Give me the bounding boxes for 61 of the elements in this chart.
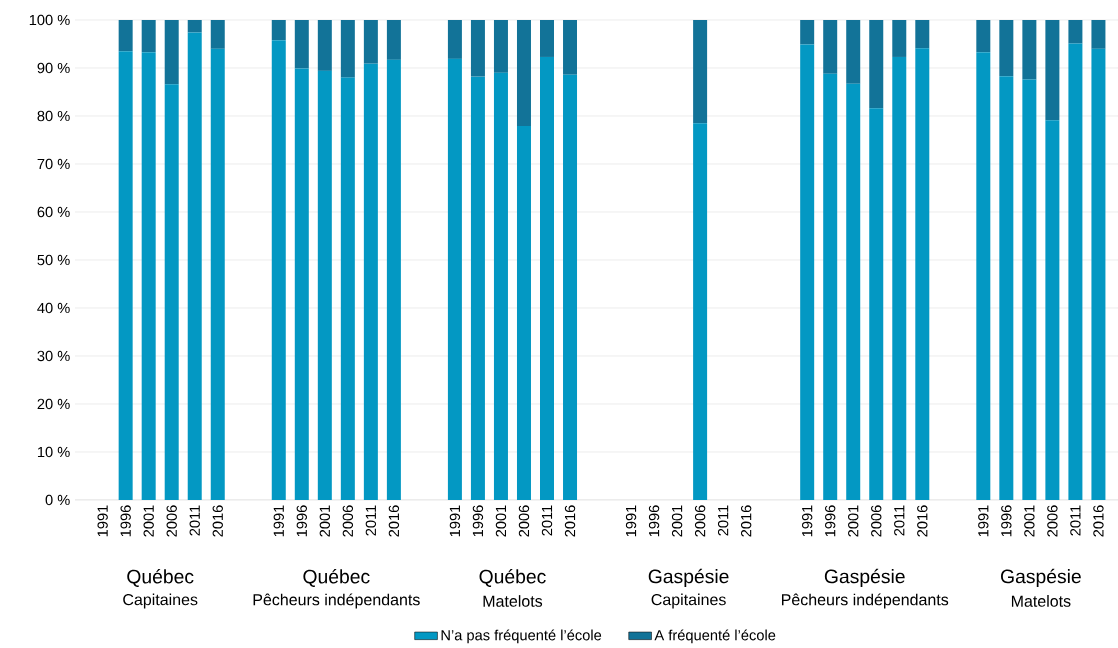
text: Gaspésie: [648, 568, 729, 588]
text: Québec: [127, 569, 194, 587]
x-tick-label: 2001: [143, 505, 154, 537]
text: Gaspésie: [824, 568, 905, 588]
x-tick-label: 2011: [1070, 505, 1081, 536]
x-tick-label: 1991: [97, 505, 108, 537]
x-tick-label: 2001: [495, 505, 507, 537]
x-tick-label: 2011: [894, 505, 905, 536]
y-tick-label: 10 %: [37, 446, 70, 458]
text: Matelots: [1011, 595, 1071, 607]
x-tick-label: 1996: [825, 505, 836, 537]
y-tick-label: 40 %: [37, 302, 70, 314]
y-tick-label: 0 %: [45, 494, 70, 506]
x-tick-label: 2016: [564, 505, 576, 537]
x-tick-label: 1991: [978, 505, 989, 537]
x-tick-label: 1996: [120, 505, 131, 537]
legend-label: A fréquenté l’école: [654, 629, 776, 644]
x-tick-label: 1991: [273, 505, 284, 537]
x-tick-label: 2006: [166, 505, 177, 537]
x-tick-label: 2006: [871, 505, 882, 537]
legend-label: N’a pas fréquenté l’école: [441, 629, 602, 644]
x-tick-label: 2001: [1024, 505, 1035, 537]
y-tick-label: 60 %: [37, 206, 70, 218]
y-tick-label: 20 %: [37, 398, 70, 410]
x-tick-label: 2016: [212, 505, 223, 537]
x-tick-label: 2006: [342, 505, 354, 537]
x-tick-label: 1991: [625, 505, 637, 537]
x-tick-label: 2001: [671, 505, 683, 537]
x-tick-label: 2016: [740, 505, 752, 537]
text: Pêcheurs indépendants: [781, 593, 949, 609]
x-tick-label: 2011: [189, 505, 200, 536]
text: Matelots: [483, 595, 543, 607]
y-tick-label: 90 %: [37, 62, 70, 74]
x-tick-label: 2006: [1047, 505, 1058, 537]
text: Québec: [479, 569, 546, 587]
x-tick-label: 2001: [319, 505, 331, 537]
x-tick-label: 1991: [802, 505, 813, 537]
x-tick-label: 2006: [518, 505, 530, 537]
x-tick-label: 2011: [365, 505, 377, 536]
x-tick-label: 1991: [449, 505, 461, 537]
text: Capitaines: [123, 593, 198, 609]
x-tick-label: 2016: [1093, 505, 1104, 537]
text: Québec: [303, 569, 370, 587]
x-tick-label: 1996: [1001, 505, 1012, 537]
x-tick-label: 2011: [541, 505, 553, 536]
text: Pêcheurs indépendants: [253, 593, 420, 609]
x-tick-label: 1996: [648, 505, 660, 537]
x-tick-label: 2006: [694, 505, 706, 537]
x-tick-label: 2001: [848, 505, 859, 537]
x-tick-label: 2011: [717, 505, 729, 536]
y-tick-label: 100 %: [29, 14, 70, 26]
text: Gaspésie: [1001, 568, 1081, 588]
y-tick-label: 50 %: [37, 254, 70, 266]
x-tick-label: 1996: [472, 505, 484, 537]
x-tick-label: 2016: [388, 505, 400, 537]
x-tick-label: 1996: [296, 505, 307, 537]
y-tick-label: 80 %: [37, 110, 70, 122]
y-tick-label: 30 %: [37, 350, 70, 362]
x-tick-label: 2016: [917, 505, 928, 537]
text: Capitaines: [651, 593, 726, 609]
y-tick-label: 70 %: [37, 158, 70, 170]
